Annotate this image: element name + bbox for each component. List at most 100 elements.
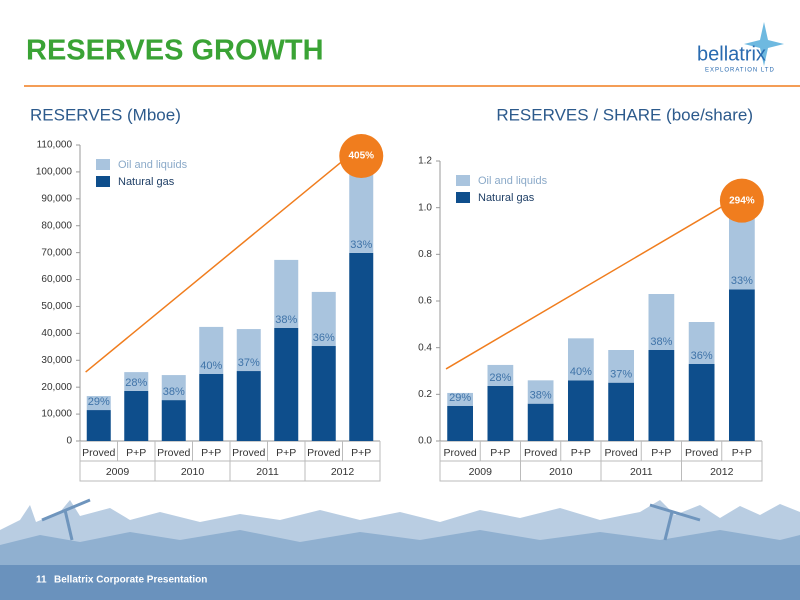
- bar-segment: [124, 372, 149, 391]
- chart-title: RESERVES (Mboe): [30, 105, 181, 124]
- bar-segment: [688, 364, 715, 441]
- footer-text: Bellatrix Corporate Presentation: [54, 575, 207, 586]
- bar-segment: [728, 214, 755, 290]
- x-tick-label: P+P: [351, 447, 371, 459]
- group-label: 2011: [256, 466, 279, 478]
- bar-label: 38%: [530, 390, 552, 402]
- slide-title: RESERVES GROWTH: [26, 35, 324, 67]
- bar-segment: [86, 396, 111, 411]
- y-tick-label: 0.6: [418, 296, 432, 307]
- legend-label: Oil and liquids: [478, 175, 548, 187]
- y-tick-label: 60,000: [41, 274, 72, 285]
- bar-segment: [608, 350, 635, 383]
- y-tick-label: 0.8: [418, 249, 432, 260]
- x-tick-label: P+P: [126, 447, 146, 459]
- x-tick-label: P+P: [571, 447, 591, 459]
- bar-label: 29%: [449, 392, 471, 404]
- bar-segment: [567, 380, 594, 441]
- bar-segment: [236, 371, 261, 441]
- y-tick-label: 1.0: [418, 202, 432, 213]
- legend-label: Natural gas: [478, 192, 535, 204]
- growth-line: [85, 161, 342, 373]
- legend-swatch: [96, 159, 110, 170]
- group-label: 2012: [331, 466, 355, 478]
- growth-label: 294%: [729, 195, 755, 206]
- logo-subtext: EXPLORATION LTD: [705, 68, 775, 74]
- bar-segment: [487, 364, 514, 386]
- bar-segment: [86, 410, 111, 441]
- y-tick-label: 0.2: [418, 389, 432, 400]
- y-tick-label: 0.4: [418, 342, 432, 353]
- logo: bellatrix EXPLORATION LTD: [697, 22, 784, 74]
- y-tick-label: 10,000: [41, 409, 72, 420]
- bar-label: 40%: [200, 360, 222, 372]
- x-tick-label: P+P: [276, 447, 296, 459]
- y-tick-label: 1.2: [418, 156, 432, 167]
- bar-label: 37%: [238, 357, 260, 369]
- growth-badge: [339, 134, 384, 179]
- y-tick-label: 0: [66, 436, 72, 447]
- chart-title: RESERVES / SHARE (boe/share): [496, 105, 753, 124]
- logo-text: bellatrix: [697, 43, 766, 65]
- bar-segment: [487, 385, 514, 441]
- bar-segment: [648, 350, 675, 441]
- growth-line: [445, 206, 723, 370]
- bar-segment: [236, 329, 261, 372]
- bar-segment: [274, 327, 299, 441]
- x-tick-label: P+P: [490, 447, 510, 459]
- legend-swatch: [96, 176, 110, 187]
- group-label: 2010: [181, 466, 205, 478]
- bar-label: 38%: [275, 314, 297, 326]
- x-tick-label: Proved: [524, 447, 557, 459]
- bar-label: 38%: [650, 336, 672, 348]
- x-tick-label: Proved: [232, 447, 265, 459]
- bar-segment: [527, 380, 554, 404]
- legend-swatch: [456, 175, 470, 186]
- x-tick-label: P+P: [201, 447, 221, 459]
- group-label: 2011: [630, 466, 653, 478]
- bar-segment: [199, 326, 224, 374]
- y-tick-label: 0.0: [418, 436, 432, 447]
- bar-segment: [648, 294, 675, 350]
- bar-segment: [161, 375, 186, 401]
- growth-badge: [719, 178, 764, 223]
- x-tick-label: Proved: [443, 447, 476, 459]
- y-tick-label: 20,000: [41, 382, 72, 393]
- group-label: 2009: [106, 466, 130, 478]
- bar-label: 28%: [125, 377, 147, 389]
- x-tick-label: Proved: [604, 447, 637, 459]
- bar-segment: [527, 403, 554, 441]
- bar-segment: [311, 291, 336, 347]
- bar-label: 33%: [350, 239, 372, 251]
- x-tick-label: P+P: [651, 447, 671, 459]
- y-tick-label: 80,000: [41, 220, 72, 231]
- bar-label: 37%: [610, 369, 632, 381]
- y-tick-label: 100,000: [36, 167, 73, 178]
- bar-segment: [349, 170, 374, 253]
- x-tick-label: Proved: [157, 447, 190, 459]
- page-number: 11: [36, 575, 47, 586]
- bar-segment: [124, 390, 149, 441]
- y-tick-label: 40,000: [41, 328, 72, 339]
- y-tick-label: 110,000: [37, 140, 73, 151]
- legend-label: Oil and liquids: [118, 159, 188, 171]
- bar-label: 38%: [163, 386, 185, 398]
- footer-scenery: [0, 498, 800, 600]
- bar-label: 36%: [313, 332, 335, 344]
- bar-segment: [688, 322, 715, 364]
- bar-segment: [199, 373, 224, 441]
- bar-segment: [447, 392, 474, 406]
- growth-label: 405%: [348, 151, 374, 162]
- bar-label: 36%: [691, 350, 713, 362]
- bar-segment: [608, 382, 635, 441]
- x-tick-label: Proved: [307, 447, 340, 459]
- bar-segment: [567, 338, 594, 381]
- bar-label: 28%: [489, 372, 511, 384]
- y-tick-label: 50,000: [41, 301, 72, 312]
- bar-segment: [349, 252, 374, 441]
- bar-segment: [728, 289, 755, 441]
- group-label: 2009: [469, 466, 493, 478]
- y-tick-label: 90,000: [41, 193, 72, 204]
- y-tick-label: 70,000: [41, 247, 72, 258]
